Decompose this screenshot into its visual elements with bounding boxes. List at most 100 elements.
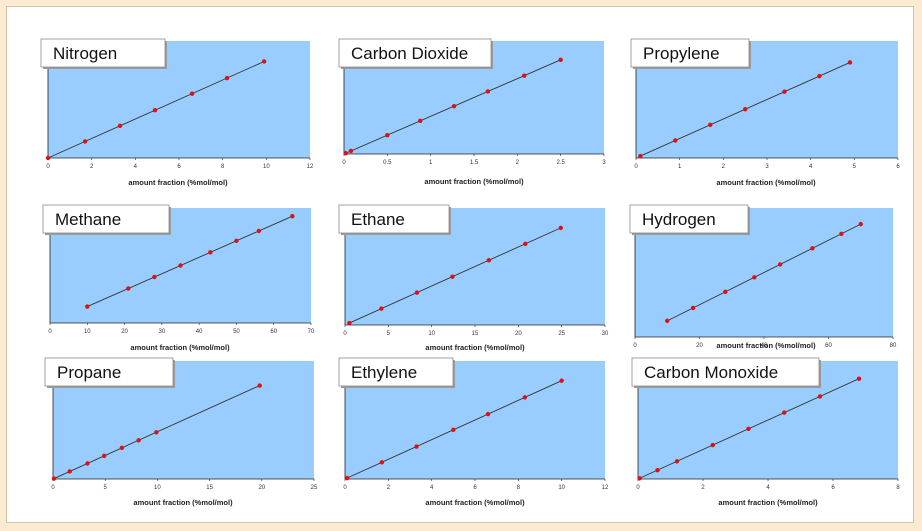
x-tick-label: 5 [853,164,857,170]
x-tick-label: 60 [825,343,832,349]
title-box [338,357,454,387]
x-axis-label: amount fraction (%mol/mol) [425,343,525,352]
data-point [673,138,678,143]
chart-panel: 0 2 4 6 8 10 12 amount fraction (%mol/mol) Ethyl… [338,357,609,507]
x-axis-label: amount fraction (%mol/mol) [718,498,818,507]
chart-title: Propane [57,363,121,382]
data-point [708,122,713,128]
data-point [117,123,123,129]
x-tick-label: 0 [633,343,637,349]
chart-title: Carbon Dioxide [351,44,468,63]
x-tick-label: 2 [701,485,705,491]
x-tick-label: 30 [602,331,609,337]
x-tick-label: 15 [472,331,479,337]
chart-title: Propylene [643,44,720,63]
x-tick-label: 0 [48,329,52,335]
x-tick-label: 4 [134,164,138,170]
x-tick-label: 5 [104,485,108,491]
x-tick-label: 0 [51,485,55,491]
chart-title: Ethylene [351,363,417,382]
x-tick-label: 12 [307,164,314,170]
x-tick-label: 1 [678,164,682,170]
chart-panel: 0 5 10 15 20 25 amount fraction (%mol/mol) Prop… [44,357,318,507]
x-tick-label: 8 [517,485,521,491]
data-point [782,89,787,94]
x-tick-label: 0 [46,164,50,170]
data-point [257,383,262,388]
data-point [637,476,642,481]
x-tick-label: 20 [515,331,522,337]
x-tick-label: 6 [473,485,477,491]
data-point [414,290,420,295]
data-point [723,289,728,295]
x-tick-label: 3 [765,164,769,170]
x-tick-label: 5 [387,331,391,337]
data-point [558,57,563,63]
data-point [51,476,57,481]
data-point [85,304,90,309]
data-point [558,225,563,231]
data-point [101,453,107,459]
data-point [451,427,456,433]
x-tick-label: 1.5 [470,160,479,166]
data-point [817,394,823,399]
x-tick-label: 1 [429,160,433,166]
x-tick-label: 40 [761,343,768,349]
data-point [379,460,385,465]
data-point [290,214,295,219]
data-point [234,238,239,244]
chart-panel: 0 2 4 6 8 amount fraction (%mol/mol) Carbon Mo… [631,357,900,507]
x-tick-label: 20 [121,329,128,335]
data-point [343,151,348,156]
data-point [858,221,863,227]
data-point [67,469,72,474]
x-axis-label: amount fraction (%mol/mol) [425,498,525,507]
chart-panel: 0 0.5 1 1.5 2 2.5 3 amount fraction (%mol/mol) C… [338,38,606,186]
data-point [847,60,853,65]
data-point [674,459,680,464]
x-tick-label: 10 [84,329,91,335]
x-tick-label: 20 [696,343,703,349]
title-box [40,38,166,68]
x-tick-label: 0 [343,485,347,491]
data-point [385,132,390,138]
data-point [85,461,90,466]
x-tick-label: 10 [154,485,161,491]
data-point [710,442,715,448]
data-point [559,378,564,383]
chart-title: Nitrogen [53,44,117,63]
data-point [344,475,350,481]
title-box [629,204,749,234]
data-point [522,395,528,400]
x-tick-label: 10 [558,485,565,491]
data-point [348,148,354,154]
x-axis-label: amount fraction (%mol/mol) [716,178,816,187]
data-point [777,262,783,267]
data-point [82,139,88,144]
title-box [338,38,492,68]
chart-title: Methane [55,210,121,229]
x-tick-label: 40 [196,329,203,335]
x-axis-label: amount fraction (%mol/mol) [133,498,233,507]
x-tick-label: 6 [831,485,835,491]
chart-panel: 0 10 20 30 40 50 60 70 amount fraction (%mol/mol… [42,204,315,352]
x-axis-label: amount fraction (%mol/mol) [128,178,228,187]
data-point [665,318,670,324]
data-point [746,426,751,432]
data-point [347,320,352,326]
chart-panel: 0 20 40 60 80 amount fraction (%mol/mol) Hydro… [629,204,897,350]
data-point [522,73,527,78]
x-tick-label: 2 [722,164,726,170]
x-tick-label: 6 [896,164,900,170]
data-point [782,410,787,415]
data-point [742,107,748,112]
x-tick-label: 60 [270,329,277,335]
data-point [119,445,125,451]
chart-title: Ethane [351,210,405,229]
x-axis-label: amount fraction (%mol/mol) [424,177,524,186]
x-tick-label: 25 [311,485,318,491]
data-point [178,263,183,268]
data-point [189,91,195,96]
x-tick-label: 10 [428,331,435,337]
